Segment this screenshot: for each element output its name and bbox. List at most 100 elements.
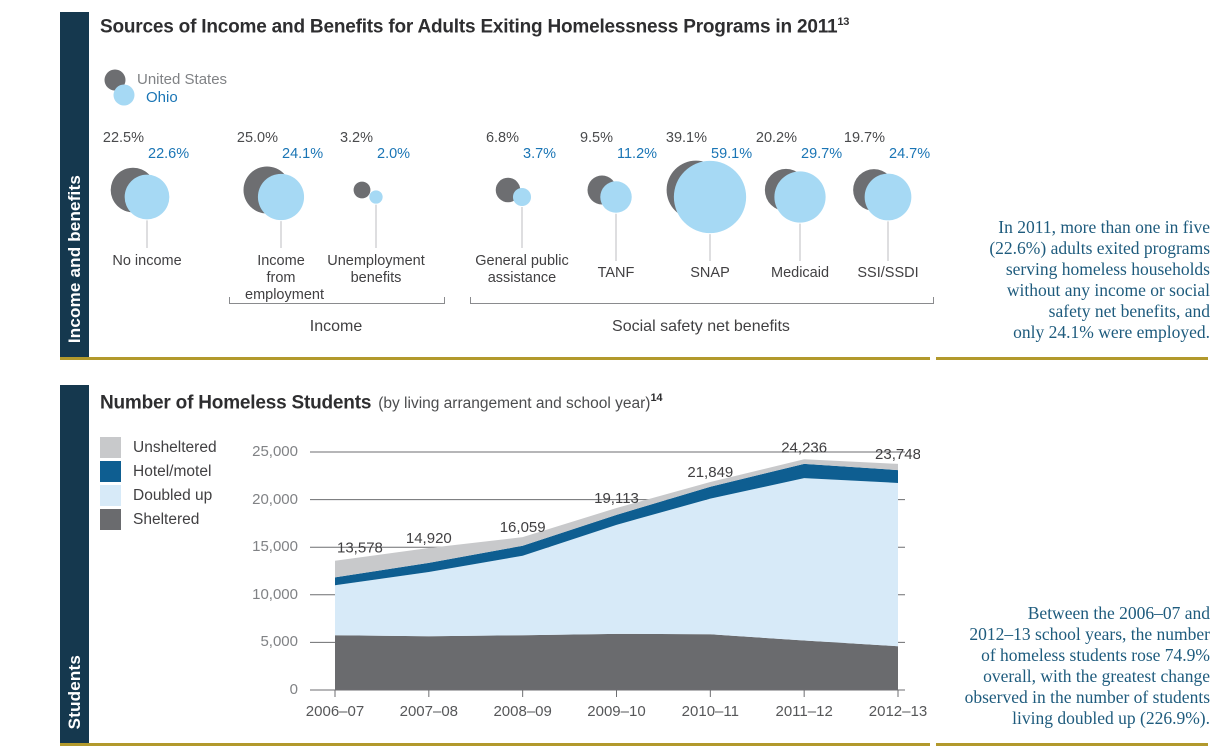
x-tick-label: 2007–08 (399, 703, 459, 720)
us-value-label: 25.0% (236, 130, 278, 146)
x-tick-label: 2006–07 (305, 703, 365, 720)
divider-gold-students-left (60, 743, 930, 746)
us-bubble-2 (353, 181, 371, 199)
students-area-chart: 13,578 14,920 16,059 19,113 21,849 24,236 23,7… (310, 440, 920, 697)
ohio-bubble-5 (673, 160, 747, 234)
legend-swatch-unsheltered (100, 437, 121, 458)
legend-ohio-bubble (113, 84, 135, 106)
bracket-income-group (229, 297, 445, 304)
y-tick-label: 25,000 (252, 443, 298, 460)
ohio-bubble-2 (369, 190, 383, 204)
x-tick-label: 2012–13 (868, 703, 928, 720)
annotation-line: In 2011, more than one in five (998, 217, 1210, 237)
category-label: TANF (597, 265, 635, 281)
area-sheltered (335, 633, 898, 690)
ohio-value-label: 59.1% (711, 146, 753, 162)
annotation-line: safety net benefits, and (1048, 301, 1210, 321)
income-footnote-mark: 13 (837, 16, 850, 28)
legend-ohio-label: Ohio (146, 89, 178, 106)
y-tick-label: 5,000 (260, 633, 298, 651)
us-value-label: 20.2% (755, 130, 797, 146)
total-label-6: 23,748 (875, 446, 920, 463)
y-tick-label: 10,000 (252, 585, 298, 603)
ohio-bubble-1 (257, 173, 305, 221)
ohio-bubble-7 (864, 173, 912, 221)
legend-label-hotel-motel: Hotel/motel (133, 463, 212, 480)
x-tick-label: 2009–10 (587, 703, 646, 720)
divider-gold-students-right (936, 743, 1208, 746)
area-doubled-up (335, 478, 898, 647)
x-tick-label: 2008–09 (493, 703, 552, 720)
total-label-5: 24,236 (781, 440, 827, 456)
legend-swatch-sheltered (100, 509, 121, 530)
ohio-value-label: 11.2% (617, 146, 658, 162)
ohio-value-label: 24.1% (282, 146, 324, 162)
category-label: No income (112, 253, 182, 269)
legend-swatch-hotel-motel (100, 461, 121, 482)
y-tick-label: 15,000 (252, 538, 298, 556)
us-value-label: 3.2% (339, 130, 373, 146)
annotation-line: Between the 2006–07 and (1027, 603, 1210, 623)
ohio-bubble-6 (774, 171, 826, 223)
total-label-0: 13,578 (337, 540, 383, 557)
category-label: Income from employment (245, 253, 324, 303)
divider-gold-income-left (60, 357, 930, 360)
legend-label-doubled-up: Doubled up (133, 487, 213, 504)
income-chart-title: Sources of Income and Benefits for Adult… (100, 16, 849, 38)
annotation-line: without any income or social (1006, 280, 1210, 300)
total-label-3: 19,113 (594, 490, 639, 507)
sidebar-students: Students (60, 385, 89, 743)
sidebar-income-and-benefits: Income and benefits (60, 12, 89, 357)
annotation-line: serving homeless households (1005, 259, 1210, 279)
ohio-value-label: 29.7% (801, 146, 843, 162)
annotation-line: overall, with the greatest change (983, 666, 1210, 686)
income-chart-title-text: Sources of Income and Benefits for Adult… (100, 16, 838, 38)
students-chart-title-text: Number of Homeless Students (100, 392, 372, 414)
ohio-bubble-4 (600, 181, 632, 213)
y-tick-label: 20,000 (252, 490, 298, 508)
students-footnote-mark: 14 (650, 392, 663, 404)
students-chart-subtitle: (by living arrangement and school year) (378, 395, 651, 413)
us-value-label: 19.7% (843, 130, 885, 146)
ohio-bubble-3 (512, 187, 532, 207)
students-chart-title: Number of Homeless Students (by living ar… (100, 392, 663, 414)
legend-united-states-label: United States (137, 71, 228, 88)
total-label-2: 16,059 (500, 519, 546, 536)
area-hotel-motel (335, 463, 898, 586)
us-value-label: 39.1% (665, 130, 707, 146)
annotation-line: of homeless students rose 74.9% (981, 645, 1210, 665)
legend-label-sheltered: Sheltered (133, 511, 200, 528)
us-value-label: 6.8% (485, 130, 519, 146)
annotation-line: only 24.1% were employed. (1013, 322, 1210, 342)
y-tick-label: 0 (289, 681, 298, 698)
us-value-label: 22.5% (102, 130, 144, 146)
category-label: SSI/SSDI (857, 265, 919, 281)
sidebar-label-students: Students (64, 654, 84, 729)
annotation-line: 2012–13 school years, the number (969, 624, 1210, 644)
divider-gold-income-right (936, 357, 1208, 360)
category-label: General public assistance (475, 253, 569, 286)
bracket-safety-net-group (470, 297, 934, 304)
x-tick-label: 2010–11 (681, 703, 739, 720)
students-annotation: Between the 2006–07 and 2012–13 school y… (918, 603, 1210, 729)
category-label: Unemployment benefits (327, 253, 425, 286)
total-label-4: 21,849 (687, 464, 733, 481)
category-label: Medicaid (770, 265, 830, 281)
bracket-safety-net-label: Social safety net benefits (612, 318, 790, 335)
ohio-value-label: 24.7% (889, 146, 931, 162)
area-unsheltered (335, 459, 898, 578)
annotation-line: (22.6%) adults exited programs (989, 238, 1210, 258)
us-value-label: 9.5% (579, 130, 613, 146)
category-label: SNAP (690, 265, 730, 281)
income-annotation: In 2011, more than one in five (22.6%) a… (930, 217, 1210, 343)
ohio-value-label: 2.0% (377, 146, 411, 162)
ohio-bubble-0 (124, 174, 170, 220)
legend-swatch-doubled-up (100, 485, 121, 506)
total-label-1: 14,920 (406, 530, 452, 547)
bubble-chart (104, 69, 912, 261)
annotation-line: observed in the number of students (964, 687, 1210, 707)
ohio-value-label: 22.6% (148, 146, 190, 162)
legend-label-unsheltered: Unsheltered (133, 439, 217, 456)
x-tick-label: 2011–12 (775, 703, 833, 720)
